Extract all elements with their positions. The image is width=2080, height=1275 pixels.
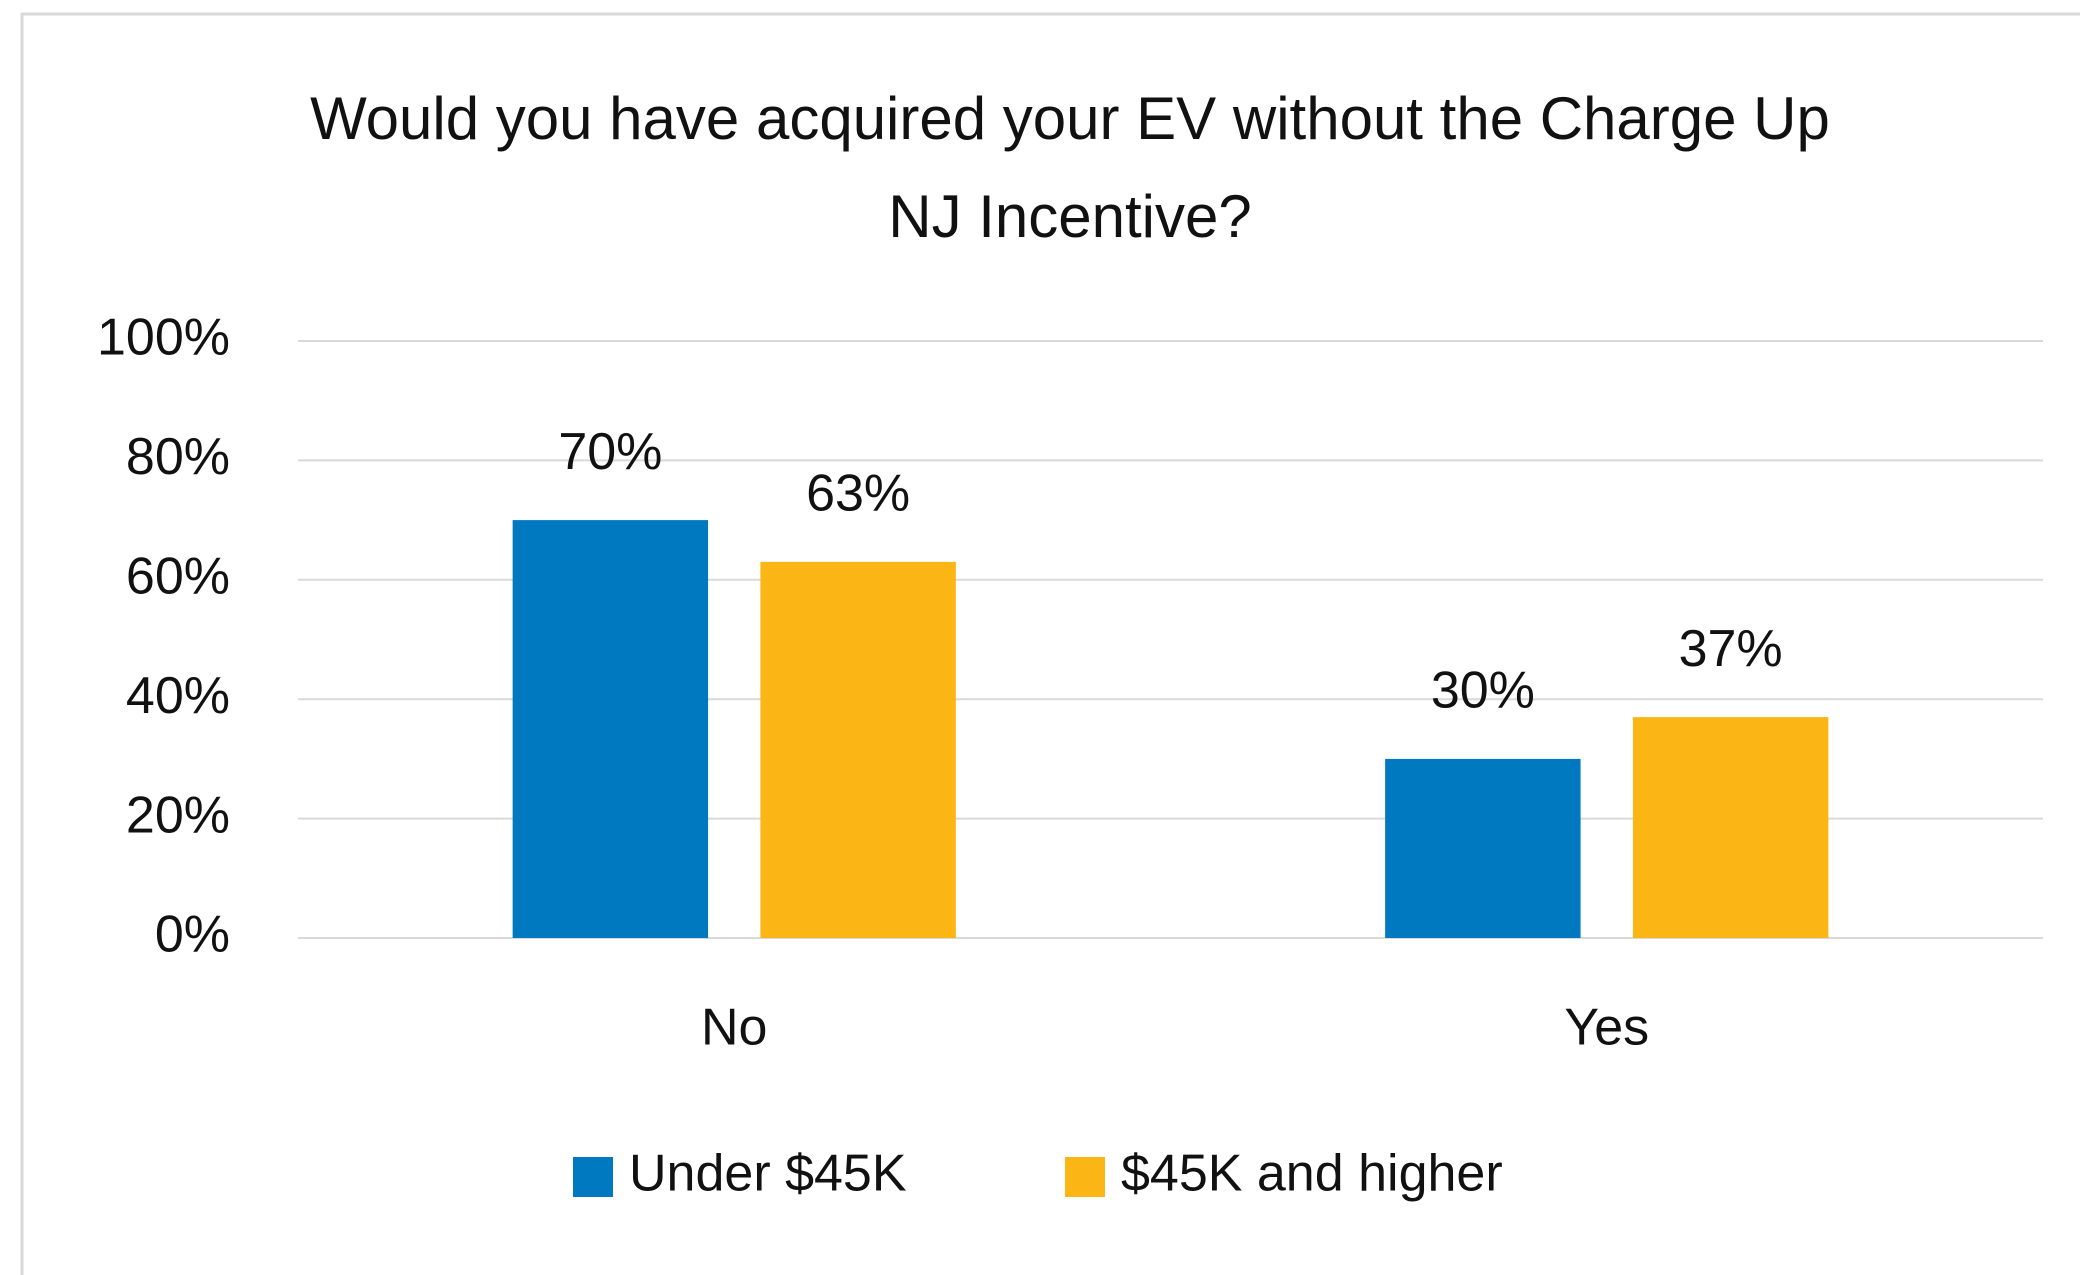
bar	[1385, 758, 1581, 938]
x-tick-label: Yes	[1564, 999, 1649, 1057]
data-label: 63%	[806, 465, 910, 523]
y-tick-label: 60%	[126, 548, 230, 606]
chart-frame	[20, 12, 2080, 1275]
legend-label: Under $45K	[629, 1145, 907, 1203]
y-tick-label: 80%	[126, 428, 230, 486]
bar	[512, 520, 709, 938]
bar	[760, 561, 956, 938]
y-tick-label: 20%	[126, 786, 230, 844]
legend-swatch	[573, 1157, 613, 1197]
data-label: 37%	[1679, 620, 1783, 678]
data-label: 70%	[558, 423, 662, 481]
legend-label: $45K and higher	[1121, 1145, 1503, 1203]
y-tick-label: 100%	[97, 309, 230, 367]
x-tick-label: No	[701, 999, 767, 1057]
y-tick-label: 0%	[155, 906, 230, 964]
data-label: 30%	[1431, 662, 1535, 720]
legend-swatch	[1065, 1157, 1105, 1197]
chart-title: Would you have acquired your EV without …	[310, 85, 1830, 250]
y-tick-label: 40%	[126, 667, 230, 725]
bar	[1632, 717, 1829, 938]
